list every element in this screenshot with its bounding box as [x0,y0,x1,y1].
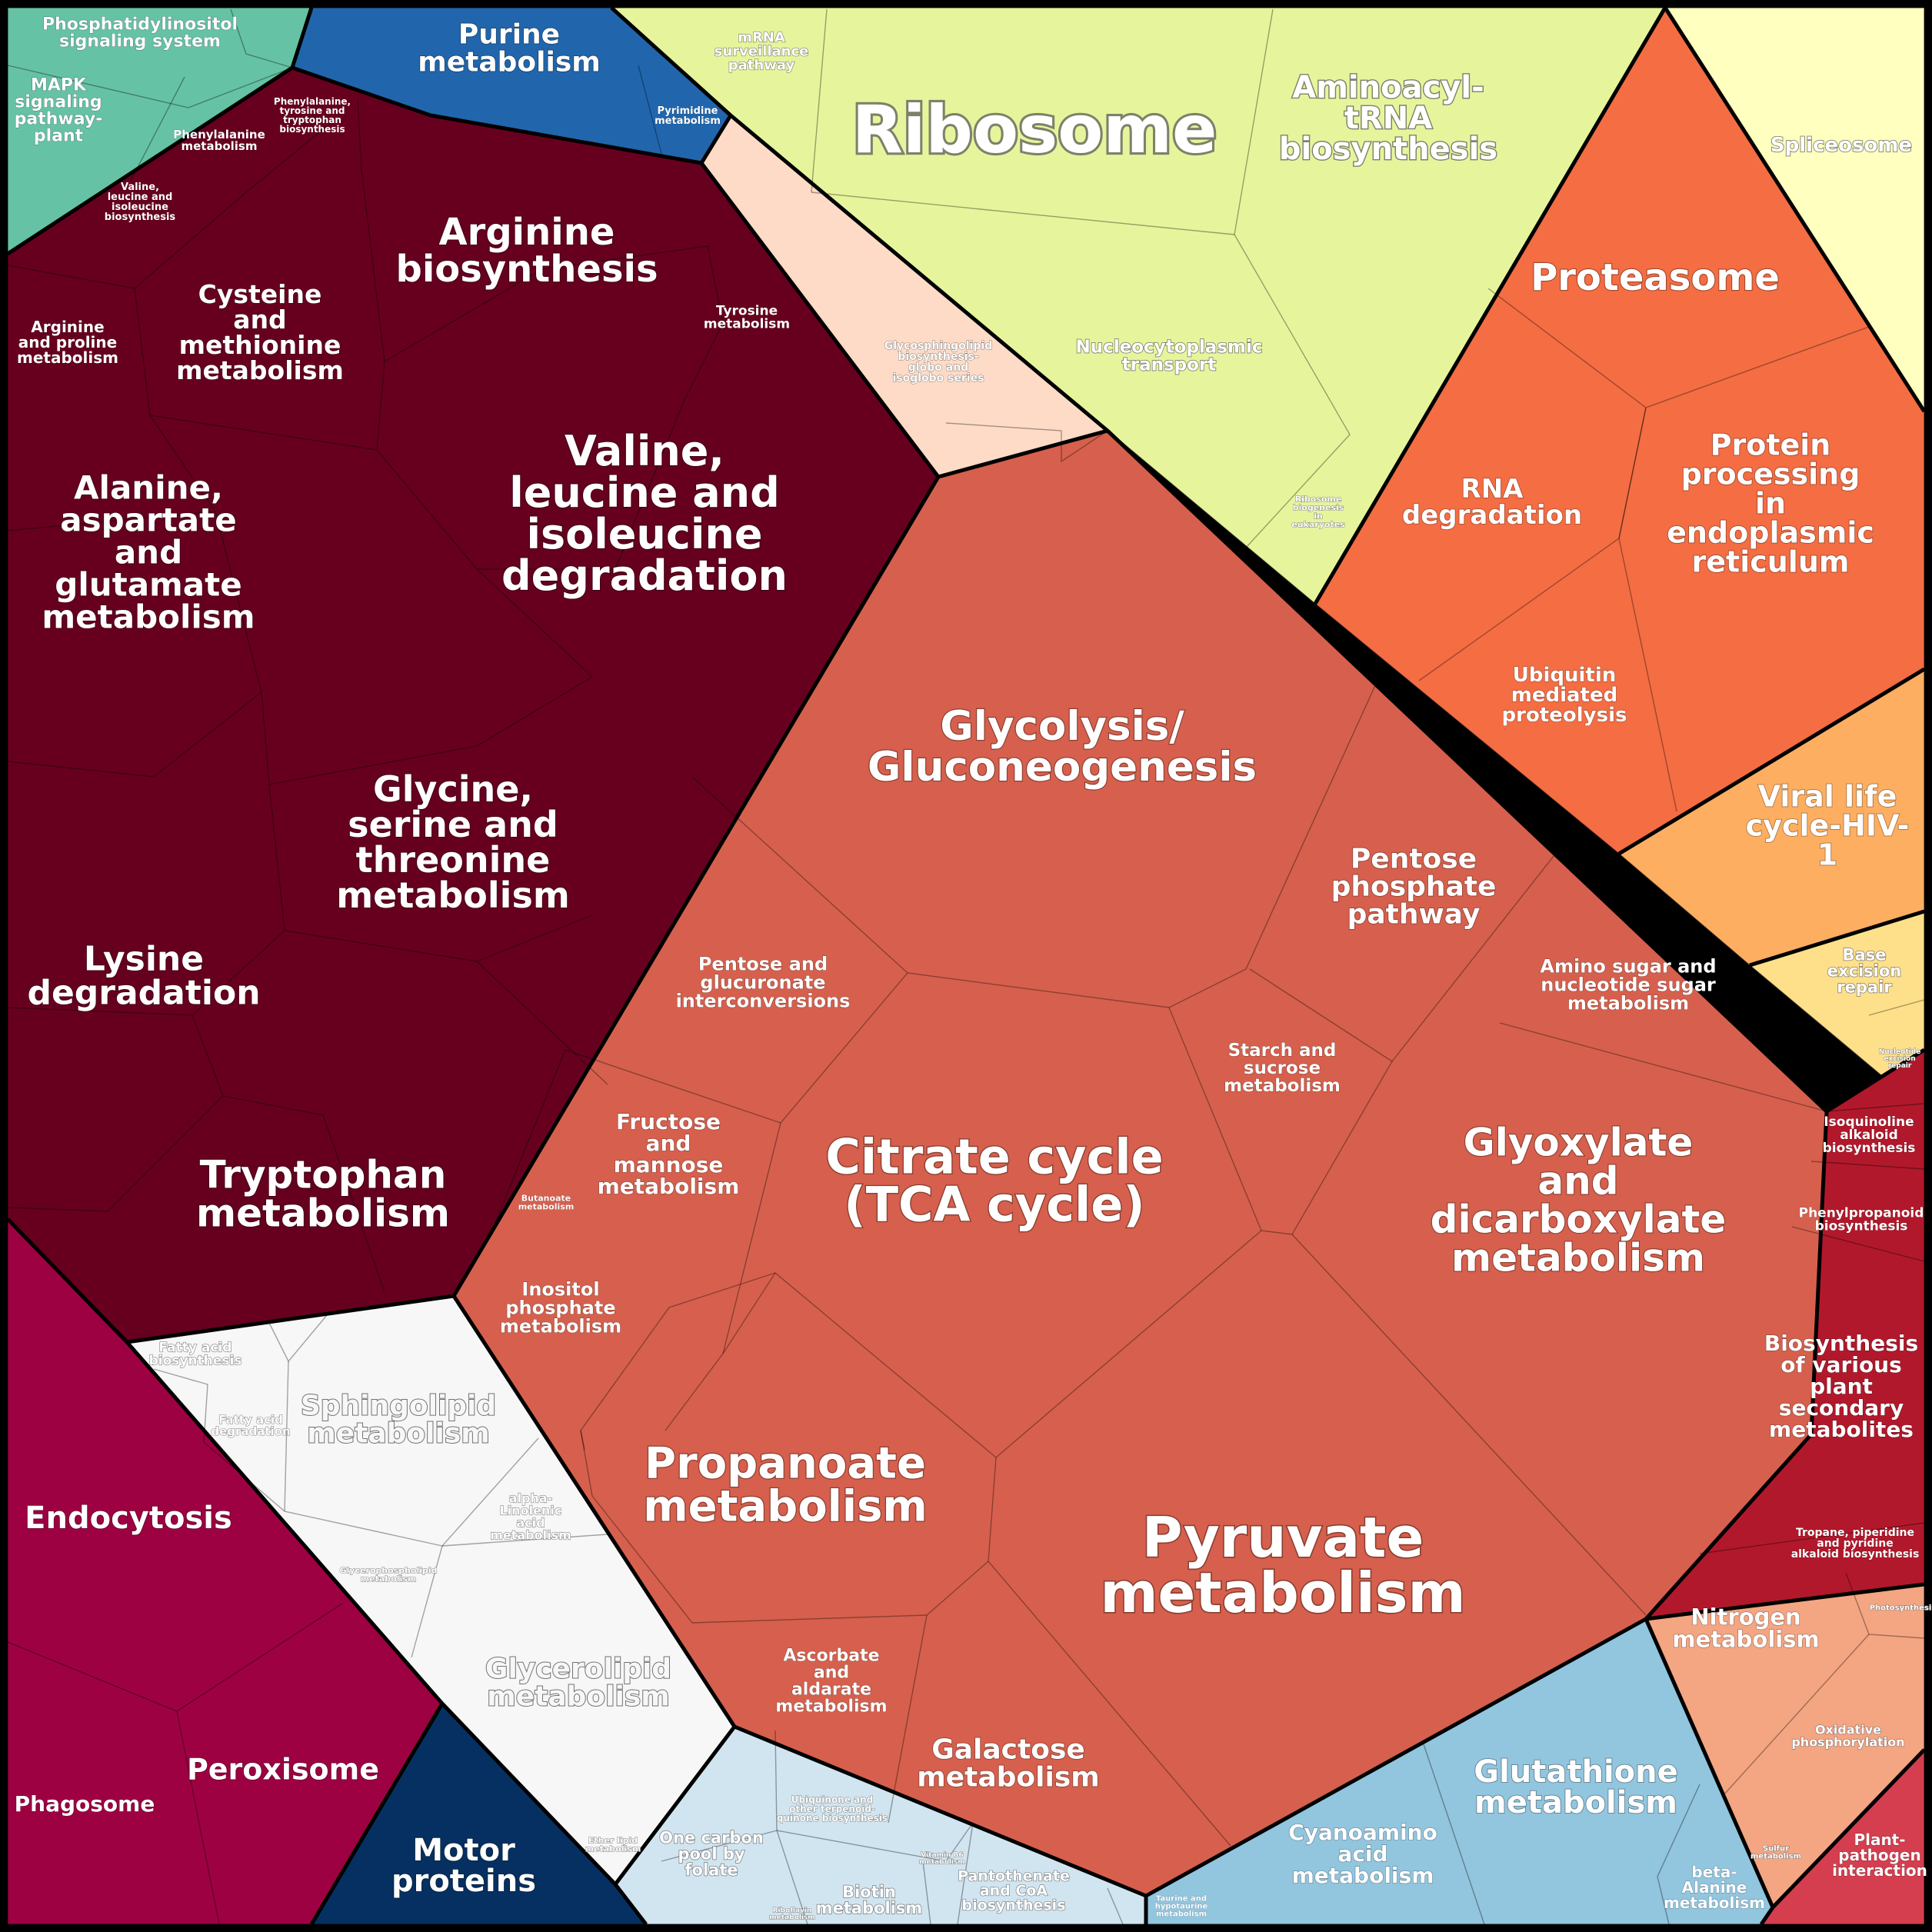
label-protein-processing: Protein processing in endoplasmic reticulum [1667,428,1874,578]
label-tryptophan: Tryptophan metabolism [196,1153,450,1236]
label-ribosome-biogenesis: Ribosome biogenesis in eukaryotes [1291,494,1345,529]
label-glycerolipid: Glycerolipid metabolism [485,1654,671,1713]
label-valine-degradation: Valine, leucine and isoleucine degradation [501,427,788,600]
label-arginine-proline: Arginine and proline metabolism [17,318,118,367]
label-proteasome: Proteasome [1531,256,1780,299]
label-sphingolipid: Sphingolipid metabolism [301,1391,496,1450]
label-citrate: Citrate cycle (TCA cycle) [825,1129,1163,1233]
label-arginine-biosynthesis: Arginine biosynthesis [395,211,658,291]
label-glycerophospholipid: Glycerophospholipid metabolism [339,1565,437,1584]
label-phagosome: Phagosome [15,1791,155,1817]
label-pentose-phosphate: Pentose phosphate pathway [1331,844,1497,931]
label-vitamin-b6: Vitamin B6 metabolism [919,1852,964,1867]
label-pentose-glucuronate: Pentose and glucuronate interconversions [676,953,851,1011]
label-phenylpropanoid: Phenylpropanoid biosynthesis [1799,1205,1924,1234]
label-cysteine: Cysteine and methionine metabolism [176,279,344,385]
label-nitrogen: Nitrogen metabolism [1672,1604,1819,1653]
label-biotin: Biotin metabolism [816,1883,923,1917]
label-starch: Starch and sucrose metabolism [1224,1041,1341,1096]
label-valine-biosynthesis: Valine, leucine and isoleucine biosynthesis [105,182,176,223]
label-layer: Phosphatidylinositol signaling system MAPK… [14,15,1932,1922]
label-purine: Purine metabolism [418,19,601,78]
label-glutathione: Glutathione metabolism [1474,1754,1678,1820]
label-oxidative: Oxidative phosphorylation [1791,1723,1904,1750]
label-inositol: Inositol phosphate metabolism [500,1278,621,1337]
label-phe-tyr-trp: Phenylalanine, tyrosine and tryptophan bios… [274,96,351,135]
cell-borders [7,8,1925,1925]
label-motor-proteins: Motor proteins [391,1833,536,1899]
label-photosynthesis: Photosynthesis [1870,1604,1932,1613]
label-riboflavin: Riboflavin metabolism [769,1907,814,1922]
label-plant-pathogen: Plant-pathogen interaction [1832,1830,1927,1880]
label-glycine: Glycine, serine and threonine metabolism [336,768,570,916]
label-ubiquitin: Ubiquitin mediated proteolysis [1502,664,1627,727]
label-tyrosine: Tyrosine metabolism [704,303,790,331]
label-taurine: Taurine and hypotaurine metabolism [1155,1895,1208,1919]
label-nucleocytoplasmic: Nucleocytoplasmic transport [1075,338,1262,375]
label-ubiquinone: Ubiquinone and other terpenoid-quinone bi… [777,1794,888,1824]
label-nucleotide-excision: Nucleotide excision repair [1879,1048,1921,1070]
label-cyanoamino: Cyanoamino acid metabolism [1288,1820,1437,1888]
label-phosphatidylinositol: Phosphatidylinositol signaling system [42,15,238,52]
label-endocytosis: Endocytosis [25,1501,232,1536]
label-aminoacyl: Aminoacyl-tRNA biosynthesis [1279,70,1497,167]
label-one-carbon: One carbon pool by folate [659,1828,764,1879]
label-glyoxylate: Glyoxylate and dicarboxylate metabolism [1431,1121,1727,1281]
label-plant-secondary: Biosynthesis of various plant secondary meta… [1764,1331,1918,1442]
label-spliceosome: Spliceosome [1770,134,1912,157]
label-base-excision: Base excision repair [1827,945,1902,996]
label-lysine: Lysine degradation [27,939,260,1012]
label-phenylalanine: Phenylalanine metabolism [173,128,265,153]
label-butanoate: Butanoate metabolism [518,1193,575,1211]
label-galactose: Galactose metabolism [917,1734,1100,1794]
label-glycolysis: Glycolysis/Gluconeogenesis [868,703,1257,791]
label-alpha-linolenic: alpha-Linolenic acid metabolism [490,1491,571,1543]
label-rna-degradation: RNA degradation [1402,474,1582,531]
label-fatty-acid-deg: Fatty acid degradation [211,1413,290,1438]
label-mrna-surveillance: mRNA surveillance pathway [715,29,809,73]
label-beta-alanine: beta-Alanine metabolism [1664,1863,1765,1912]
label-mapk: MAPK signaling pathway-plant [15,76,103,146]
label-fatty-acid-bio: Fatty acid biosynthesis [149,1340,242,1368]
label-ascorbate: Ascorbate and aldarate metabolism [775,1647,887,1717]
label-ether-lipid: Ether lipid metabolism [585,1835,641,1854]
label-alanine: Alanine, aspartate and glutamate metabolism [42,469,255,636]
label-peroxisome: Peroxisome [187,1752,379,1786]
label-isoquinoline: Isoquinoline alkaloid biosynthesis [1823,1114,1916,1156]
label-propanoate: Propanoate metabolism [643,1439,928,1532]
label-pyruvate: Pyruvate metabolism [1100,1505,1465,1625]
label-pyrimidine: Pyrimidine metabolism [655,105,721,127]
label-sulfur: Sulfur metabolism [1750,1845,1801,1861]
label-tropane: Tropane, piperidine and pyridine alkaloid … [1791,1527,1920,1561]
label-fructose: Fructose and mannose metabolism [598,1109,740,1199]
label-ribosome: Ribosome [852,92,1217,168]
label-pantothenate: Pantothenate and CoA biosynthesis [958,1868,1070,1914]
label-viral: Viral life cycle-HIV-1 [1746,779,1910,871]
label-amino-sugar: Amino sugar and nucleotide sugar metabolis… [1540,955,1716,1014]
label-glycosphingolipid: Glycosphingolipid biosynthesis-globo and i… [884,340,993,385]
